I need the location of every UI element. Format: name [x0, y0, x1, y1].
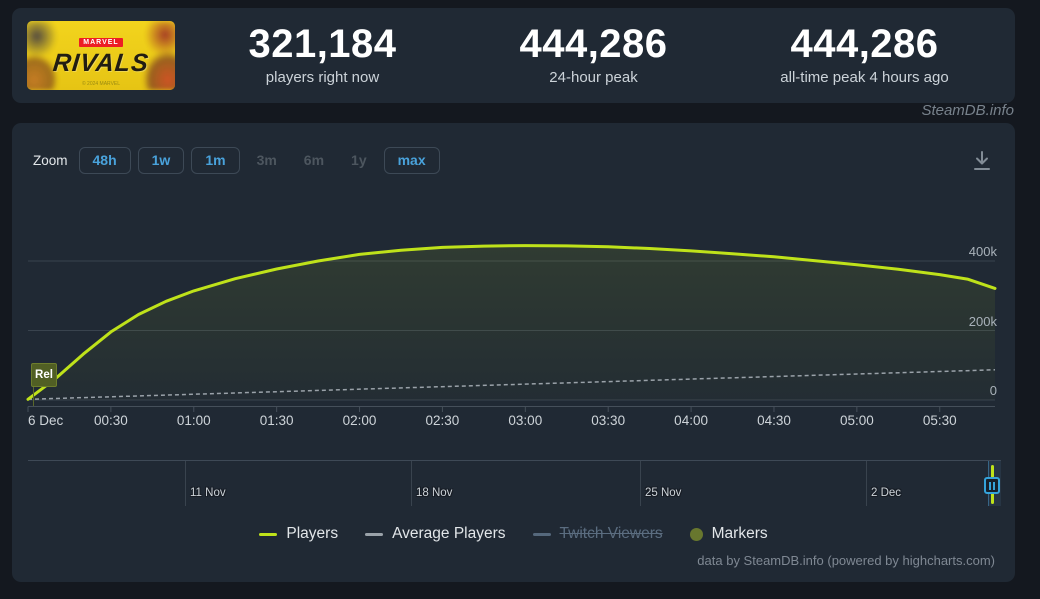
marvel-logo: MARVEL: [79, 38, 123, 47]
navigator-gridline: [866, 461, 867, 506]
steamdb-watermark: SteamDB.info: [921, 102, 1014, 119]
legend-item-average-players[interactable]: Average Players: [365, 525, 506, 543]
players-now-value: 321,184: [248, 22, 397, 66]
zoom-button-48h[interactable]: 48h: [78, 147, 131, 174]
zoom-button-1y: 1y: [341, 147, 377, 174]
x-axis-label: 6 Dec: [28, 413, 64, 428]
average-players-line: [27, 369, 996, 401]
navigator[interactable]: 11 Nov 18 Nov 25 Nov 2 Dec: [28, 460, 1001, 506]
players-now-label: players right now: [265, 69, 380, 86]
legend-item-twitch-viewers[interactable]: Twitch Viewers: [532, 525, 663, 543]
twitch-viewers-swatch: [532, 532, 551, 536]
x-axis-label: 01:30: [259, 413, 294, 428]
navigator-date: 2 Dec: [871, 487, 902, 499]
x-axis-label: 05:00: [839, 413, 874, 428]
release-marker-stem: [33, 387, 34, 406]
x-axis-label: 00:30: [93, 413, 128, 428]
chart-legend: Players Average Players Twitch Viewers M…: [12, 525, 1015, 543]
download-icon[interactable]: [971, 149, 993, 173]
legend-item-markers[interactable]: Markers: [689, 525, 768, 543]
peak-24h-label: 24-hour peak: [549, 69, 638, 86]
zoom-toolbar: Zoom 48h 1w 1m 3m 6m 1y max: [33, 147, 447, 174]
chart-plot-area[interactable]: [12, 123, 1015, 423]
y-axis-label-400k: 400k: [968, 244, 997, 259]
zoom-button-max[interactable]: max: [383, 147, 440, 174]
stat-alltime-peak: 444,286 all-time peak 4 hours ago: [729, 22, 1000, 92]
zoom-button-6m: 6m: [294, 147, 334, 174]
markers-swatch: [689, 527, 703, 541]
game-banner: MARVEL RIVALS © 2024 MARVEL: [27, 21, 175, 90]
player-stats: 321,184 players right now 444,286 24-hou…: [187, 22, 1000, 92]
release-marker-flag[interactable]: Rel: [31, 363, 57, 387]
x-axis-label: 03:00: [508, 413, 543, 428]
zoom-button-1w[interactable]: 1w: [137, 147, 185, 174]
x-axis-label: 02:00: [342, 413, 377, 428]
navigator-gridline: [185, 461, 186, 506]
navigator-date: 18 Nov: [416, 487, 453, 499]
chart-credit: data by SteamDB.info (powered by highcha…: [697, 553, 995, 568]
peak-24h-value: 444,286: [519, 22, 668, 66]
x-axis-label: 05:30: [922, 413, 957, 428]
game-title-wordmark: RIVALS: [51, 49, 151, 77]
stat-24h-peak: 444,286 24-hour peak: [458, 22, 729, 92]
average-players-swatch: [365, 532, 384, 536]
x-axis-label: 01:00: [176, 413, 211, 428]
peak-alltime-value: 444,286: [790, 22, 939, 66]
y-axis-label-200k: 200k: [968, 313, 997, 329]
navigator-gridline: [640, 461, 641, 506]
legend-item-players[interactable]: Players: [259, 525, 338, 543]
navigator-date: 11 Nov: [190, 487, 226, 499]
x-axis-label: 04:00: [674, 413, 708, 428]
players-line: [26, 244, 997, 401]
x-axis-label: 02:30: [425, 413, 460, 428]
banner-copyright: © 2024 MARVEL: [81, 81, 121, 87]
x-axis-label: 03:30: [591, 413, 626, 428]
zoom-button-1m[interactable]: 1m: [191, 147, 240, 174]
navigator-handle[interactable]: [984, 477, 1000, 494]
x-axis-label: 04:30: [757, 413, 791, 428]
chart-panel: Zoom 48h 1w 1m 3m 6m 1y max: [12, 123, 1015, 582]
navigator-gridline: [411, 461, 412, 506]
players-swatch: [259, 532, 278, 536]
zoom-label: Zoom: [33, 152, 68, 168]
header-panel: MARVEL RIVALS © 2024 MARVEL 321,184 play…: [12, 8, 1015, 103]
players-area-fill: [28, 245, 995, 400]
y-axis-label-0: 0: [989, 383, 997, 398]
banner-art-left: [27, 21, 75, 90]
peak-alltime-label: all-time peak 4 hours ago: [780, 69, 949, 86]
banner-art-right: [127, 21, 175, 90]
stat-players-now: 321,184 players right now: [187, 22, 458, 92]
zoom-button-3m: 3m: [247, 147, 287, 174]
navigator-date: 25 Nov: [645, 487, 682, 499]
